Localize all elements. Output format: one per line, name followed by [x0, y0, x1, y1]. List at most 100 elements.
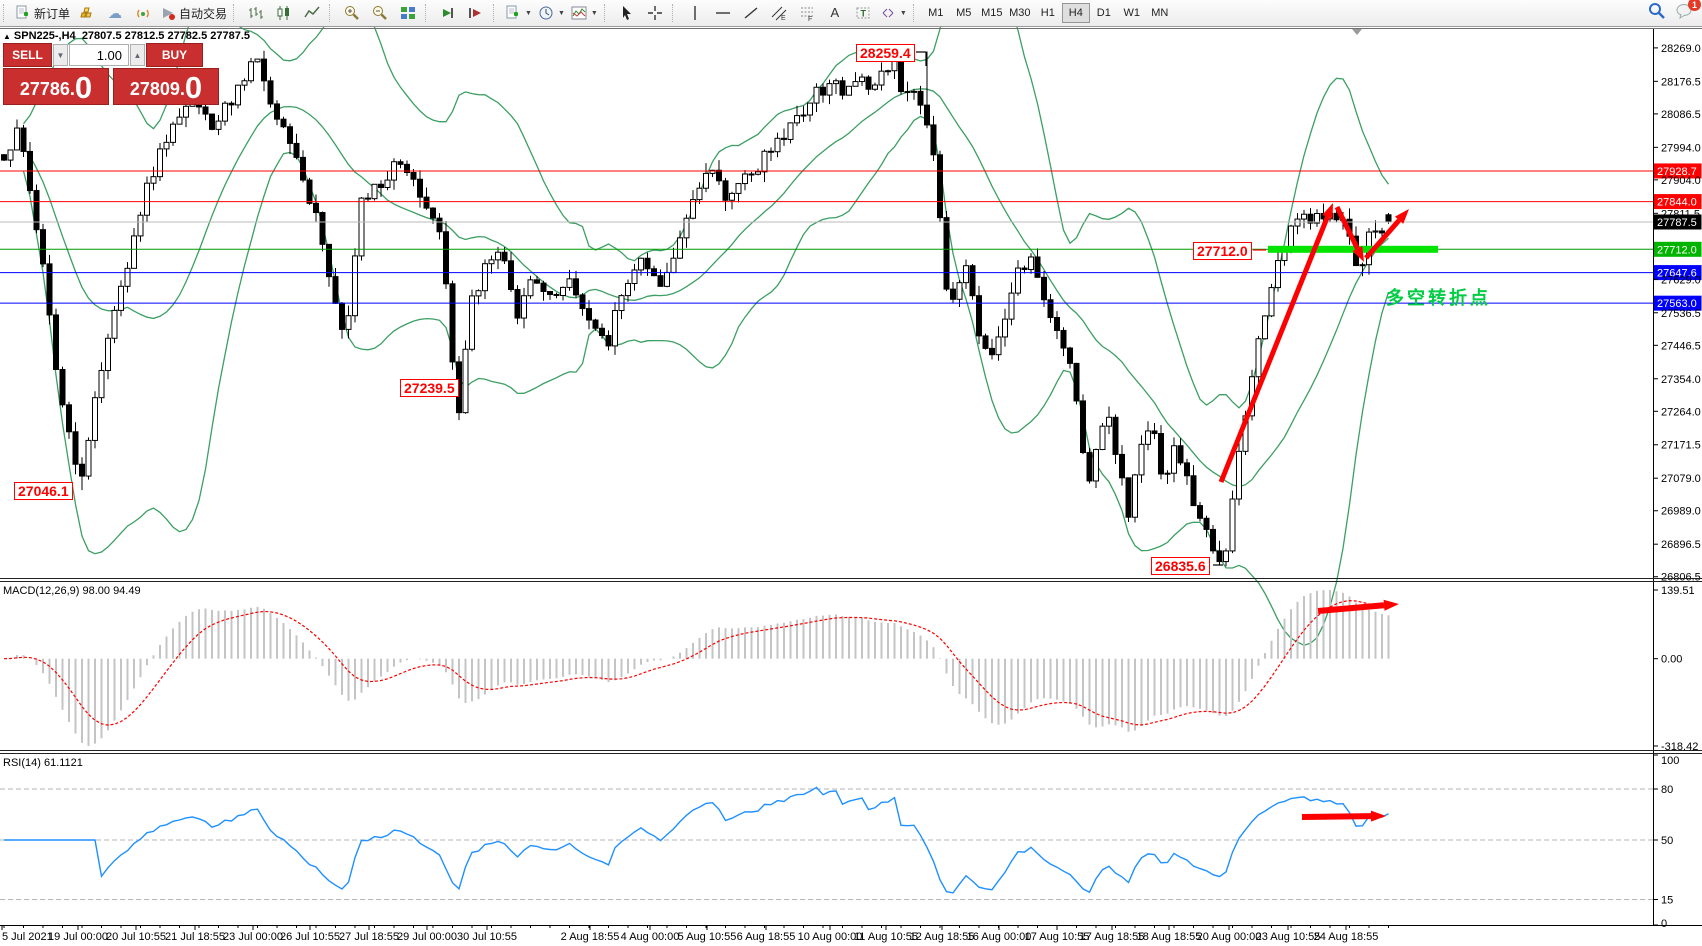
timeframe-w1-button[interactable]: W1	[1123, 7, 1141, 19]
equidistant-channel-tool-button[interactable]: E	[765, 2, 793, 24]
toolbar-right-icons: 1	[1648, 0, 1701, 25]
scroll-marker-icon	[1352, 29, 1362, 35]
timeframe-mn-button[interactable]: MN	[1151, 7, 1169, 19]
text-label-tool-button[interactable]: T	[849, 2, 877, 24]
sell-button[interactable]: SELL	[3, 43, 52, 67]
mag-plus-icon	[344, 5, 360, 21]
time-axis-label: 23 Aug 10:55	[1256, 931, 1321, 943]
price-badge-27844.0	[1653, 194, 1702, 210]
bollinger-middle-band	[22, 88, 1389, 488]
bull-bear-turning-point-note: 多空转折点	[1386, 288, 1491, 308]
arrows-menu-button[interactable]: ▼	[877, 2, 910, 24]
fibo-icon: F	[799, 5, 815, 21]
notification-count-badge: 1	[1688, 0, 1701, 11]
rsi-indicator-label: RSI(14) 61.1121	[3, 757, 83, 769]
price-callout-26835.6[interactable]: 26835.6	[1151, 557, 1210, 575]
time-axis-label: 23 Jul 00:00	[223, 931, 283, 943]
toolbar-group-separator	[3, 4, 8, 22]
candle-chart-mode-button[interactable]	[270, 2, 298, 24]
macd-scale-min: -318.42	[1661, 741, 1698, 753]
price-callout-28259.4[interactable]: 28259.4	[856, 44, 915, 62]
search-button[interactable]	[1648, 2, 1666, 25]
volume-increase-button[interactable]: ▲	[130, 44, 145, 66]
bar-chart-mode-button[interactable]	[242, 2, 270, 24]
text-tool-button[interactable]: A	[821, 2, 849, 24]
timeframe-m1-button[interactable]: M1	[928, 7, 944, 19]
hline-icon	[715, 5, 731, 21]
price-callout-27046.1[interactable]: 27046.1	[14, 482, 73, 500]
toolbar-group-separator	[425, 4, 430, 22]
chevron-down-icon[interactable]: ▼	[557, 9, 565, 17]
price-badge-27712.0	[1653, 241, 1702, 257]
price-badge-text: 27712.0	[1657, 244, 1697, 256]
svg-text:F: F	[808, 16, 812, 21]
channel-icon: E	[771, 5, 787, 21]
mql5-community-button[interactable]: ☁	[101, 2, 129, 24]
chevron-down-icon[interactable]: ▼	[525, 9, 532, 17]
signals-button[interactable]	[129, 2, 157, 24]
buy-button[interactable]: BUY	[146, 43, 203, 67]
trend-arrow	[1334, 205, 1360, 250]
line-chart-mode-button[interactable]	[298, 2, 326, 24]
price-axis-tick: 26806.5	[1661, 572, 1701, 584]
gold-icon	[79, 5, 95, 21]
chart-shift-button[interactable]	[462, 2, 490, 24]
periods-menu-button[interactable]: ▼	[535, 2, 568, 24]
crosshair-tool-button[interactable]	[641, 2, 669, 24]
time-axis-label: 20 Aug 00:00	[1197, 931, 1262, 943]
buy-price-display[interactable]: 27809. 0	[113, 68, 219, 105]
time-axis-label: 17 Aug 10:55	[1025, 931, 1090, 943]
candles-icon	[276, 5, 292, 21]
timeframe-m5-button[interactable]: M5	[956, 7, 972, 19]
chevron-down-icon[interactable]: ▼	[899, 9, 907, 17]
collapse-marker-icon[interactable]: ▲	[3, 32, 11, 41]
timeframe-h1-button[interactable]: H1	[1040, 7, 1055, 19]
tile-windows-button[interactable]	[394, 2, 422, 24]
svg-text:T: T	[860, 9, 866, 19]
sell-price-pip: 0	[74, 70, 93, 105]
top-toolbar: 新订单 ☁ 自动交易 ▼ ▼ ▼ E F A T ▼ M1 M5 M15 M30 H1 H4 D1 W1 MN 1	[0, 0, 1702, 27]
timeframe-m15-button[interactable]: M15	[981, 7, 1003, 19]
toolbar-group-separator	[493, 4, 498, 22]
volume-input[interactable]	[69, 44, 129, 66]
rsi-axis-tick: 100	[1661, 755, 1679, 767]
zoom-out-button[interactable]	[366, 2, 394, 24]
price-badge-27928.7	[1653, 163, 1702, 179]
price-badge-text: 27844.0	[1657, 197, 1697, 209]
trendline-tool-button[interactable]	[737, 2, 765, 24]
cursor-tool-button[interactable]	[613, 2, 641, 24]
price-callout-27712.0[interactable]: 27712.0	[1193, 242, 1252, 260]
time-axis-label: 19 Jul 00:00	[48, 931, 108, 943]
new-order-menu-button[interactable]: ▼	[502, 2, 535, 24]
play-dot-icon	[160, 5, 176, 21]
price-axis-tick: 27904.0	[1661, 175, 1701, 187]
indicators-menu-button[interactable]: ▼	[568, 2, 601, 24]
price-axis-tick: 27629.0	[1661, 274, 1701, 286]
time-axis-label: 17 Aug 18:55	[1080, 931, 1145, 943]
horizontal-line-tool-button[interactable]	[709, 2, 737, 24]
zoom-in-button[interactable]	[338, 2, 366, 24]
timeframe-d1-button[interactable]: D1	[1096, 7, 1111, 19]
autotrading-button[interactable]: 自动交易	[157, 2, 230, 24]
volume-decrease-button[interactable]: ▼	[53, 44, 68, 66]
vertical-line-tool-button[interactable]	[681, 2, 709, 24]
doc-plus-icon	[505, 5, 521, 21]
notifications-button[interactable]: 1	[1676, 0, 1701, 25]
time-axis-label: 5 Aug 10:55	[678, 931, 737, 943]
trend-arrow	[1301, 813, 1372, 820]
timeframe-m30-button[interactable]: M30	[1009, 7, 1031, 19]
deposit-button[interactable]	[73, 2, 101, 24]
auto-scroll-button[interactable]	[434, 2, 462, 24]
cloud-icon: ☁	[108, 4, 123, 21]
price-axis-tick: 28086.5	[1661, 109, 1701, 121]
new-order-button[interactable]: 新订单	[12, 2, 73, 24]
timeframe-h4-button[interactable]: H4	[1061, 3, 1090, 23]
price-callout-27239.5[interactable]: 27239.5	[400, 379, 459, 397]
toolbar-group-separator	[233, 4, 238, 22]
fibonacci-tool-button[interactable]: F	[793, 2, 821, 24]
rsi-axis-tick: 50	[1661, 835, 1673, 847]
price-axis-tick: 27811.5	[1661, 208, 1700, 220]
chevron-down-icon[interactable]: ▼	[590, 9, 598, 17]
sell-price-display[interactable]: 27786. 0	[3, 68, 109, 105]
